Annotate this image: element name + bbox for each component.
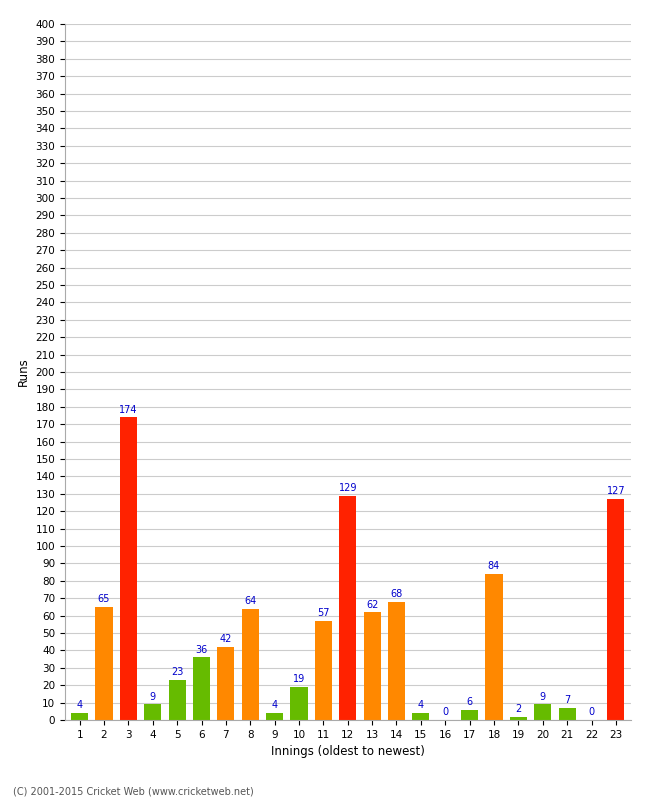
X-axis label: Innings (oldest to newest): Innings (oldest to newest)	[271, 746, 424, 758]
Bar	[510, 717, 527, 720]
Bar	[71, 713, 88, 720]
Bar	[168, 680, 186, 720]
Bar	[242, 609, 259, 720]
Bar	[120, 418, 137, 720]
Text: 84: 84	[488, 562, 500, 571]
Bar	[339, 495, 356, 720]
Bar	[461, 710, 478, 720]
Bar	[363, 612, 381, 720]
Bar	[607, 499, 625, 720]
Text: 65: 65	[98, 594, 111, 604]
Text: 4: 4	[77, 701, 83, 710]
Text: (C) 2001-2015 Cricket Web (www.cricketweb.net): (C) 2001-2015 Cricket Web (www.cricketwe…	[13, 786, 254, 796]
Text: 64: 64	[244, 596, 256, 606]
Bar	[217, 647, 235, 720]
Text: 0: 0	[588, 707, 595, 718]
Text: 0: 0	[442, 707, 448, 718]
Text: 4: 4	[418, 701, 424, 710]
Text: 174: 174	[119, 405, 138, 414]
Text: 4: 4	[272, 701, 278, 710]
Text: 57: 57	[317, 608, 330, 618]
Bar	[558, 708, 576, 720]
Text: 36: 36	[196, 645, 207, 654]
Bar	[315, 621, 332, 720]
Bar	[96, 607, 112, 720]
Text: 9: 9	[150, 692, 156, 702]
Text: 9: 9	[540, 692, 546, 702]
Y-axis label: Runs: Runs	[17, 358, 30, 386]
Text: 2: 2	[515, 704, 521, 714]
Bar	[144, 704, 161, 720]
Text: 62: 62	[366, 599, 378, 610]
Bar	[266, 713, 283, 720]
Text: 19: 19	[293, 674, 305, 684]
Text: 6: 6	[467, 697, 473, 707]
Bar	[193, 658, 210, 720]
Text: 42: 42	[220, 634, 232, 644]
Bar	[291, 687, 307, 720]
Bar	[388, 602, 405, 720]
Text: 68: 68	[391, 589, 402, 599]
Bar	[412, 713, 430, 720]
Text: 7: 7	[564, 695, 570, 706]
Bar	[486, 574, 502, 720]
Text: 129: 129	[339, 483, 357, 493]
Bar	[534, 704, 551, 720]
Text: 23: 23	[171, 667, 183, 678]
Text: 127: 127	[606, 486, 625, 497]
